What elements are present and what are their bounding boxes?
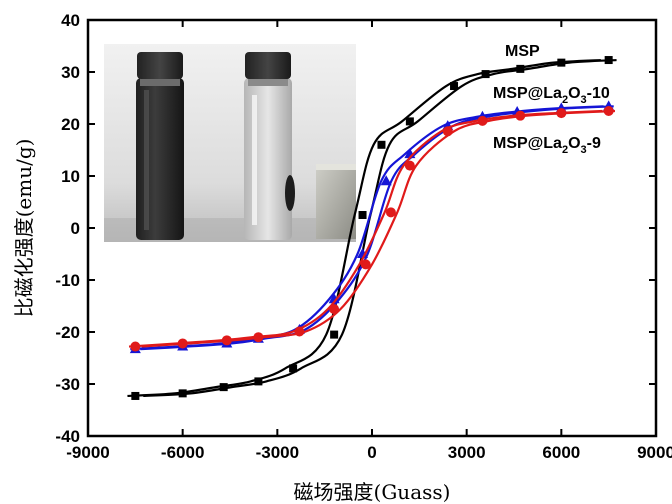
legend-label-msp-la2o3-10: MSP@La2O3-10 xyxy=(493,85,610,106)
data-point xyxy=(477,115,488,126)
axis-ticks: -9000 -6000 -3000 0 3000 6000 9000 -40 -30 -20 -10… xyxy=(55,11,672,462)
x-tick-label: 3000 xyxy=(448,443,486,462)
series-circle xyxy=(128,106,616,352)
data-point xyxy=(330,330,339,339)
data-point xyxy=(603,106,614,116)
data-point xyxy=(294,326,305,337)
data-point xyxy=(177,338,188,349)
data-point xyxy=(442,126,453,137)
data-point xyxy=(130,341,141,352)
data-point xyxy=(385,207,396,218)
data-point xyxy=(178,389,187,398)
x-tick-label: -3000 xyxy=(256,443,299,462)
data-point xyxy=(404,160,415,171)
data-point xyxy=(405,117,414,126)
clear-vial xyxy=(244,52,295,240)
y-tick-label: 10 xyxy=(61,167,80,186)
inset-photo xyxy=(104,44,356,242)
data-point xyxy=(516,64,525,73)
y-tick-label: -10 xyxy=(55,271,80,290)
x-tick-label: 0 xyxy=(367,443,376,462)
y-tick-label: -20 xyxy=(55,323,80,342)
x-tick-label: -6000 xyxy=(161,443,204,462)
data-point xyxy=(481,70,490,79)
data-point xyxy=(377,140,386,149)
y-tick-label: 20 xyxy=(61,115,80,134)
y-tick-label: 40 xyxy=(61,11,80,30)
data-point xyxy=(380,175,392,186)
x-tick-label: 9000 xyxy=(637,443,672,462)
data-point xyxy=(289,364,298,373)
series-square xyxy=(127,56,617,400)
data-point xyxy=(329,304,340,315)
x-tick-label: -9000 xyxy=(66,443,109,462)
data-point xyxy=(254,377,263,386)
data-point xyxy=(515,110,526,121)
data-point xyxy=(219,383,228,392)
x-tick-label: 6000 xyxy=(542,443,580,462)
plot-area xyxy=(127,56,617,400)
magnet-block xyxy=(316,164,356,239)
y-tick-label: 30 xyxy=(61,63,80,82)
x-axis-title: 磁场强度(Guass) xyxy=(294,480,451,504)
data-point xyxy=(358,211,367,219)
legend-label-msp-la2o3-9: MSP@La2O3-9 xyxy=(493,135,601,156)
data-point xyxy=(131,391,140,400)
data-point xyxy=(557,58,566,67)
data-point xyxy=(604,56,613,65)
y-axis-title: 比磁化强度(emu/g) xyxy=(12,139,36,318)
data-point xyxy=(450,82,459,91)
y-tick-label: 0 xyxy=(71,219,80,238)
data-point xyxy=(360,259,371,270)
data-point xyxy=(253,332,264,343)
data-point xyxy=(221,335,232,346)
data-point xyxy=(556,108,567,119)
y-tick-label: -40 xyxy=(55,427,80,446)
dark-vial xyxy=(136,52,184,240)
legend-label-msp: MSP xyxy=(505,43,540,60)
data-point xyxy=(328,293,340,304)
y-tick-label: -30 xyxy=(55,375,80,394)
